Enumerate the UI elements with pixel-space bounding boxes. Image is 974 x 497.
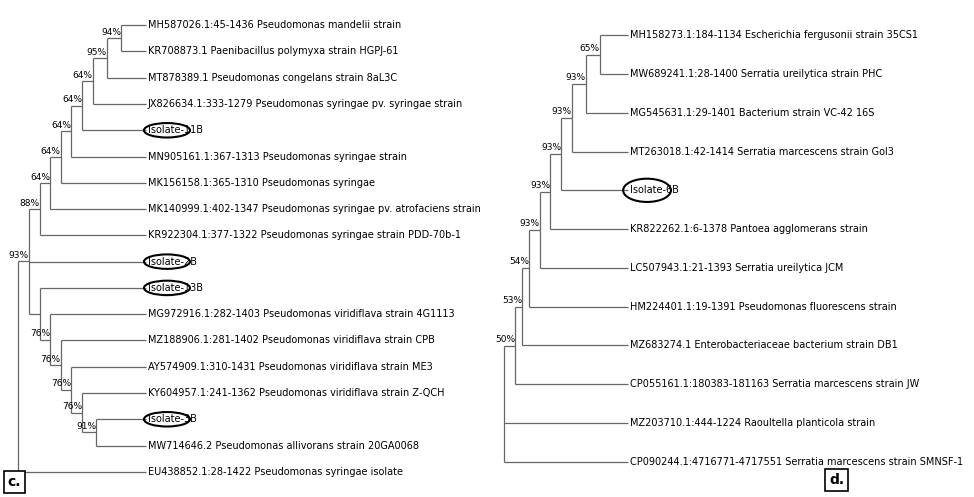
Text: MN905161.1:367-1313 Pseudomonas syringae strain: MN905161.1:367-1313 Pseudomonas syringae… <box>147 152 406 162</box>
Text: MG545631.1:29-1401 Bacterium strain VC-42 16S: MG545631.1:29-1401 Bacterium strain VC-4… <box>630 108 875 118</box>
Text: 91%: 91% <box>76 422 96 431</box>
Text: MW689241.1:28-1400 Serratia ureilytica strain PHC: MW689241.1:28-1400 Serratia ureilytica s… <box>630 69 882 79</box>
Text: 93%: 93% <box>541 143 561 152</box>
Text: 93%: 93% <box>9 251 29 260</box>
Text: Isolate-11B: Isolate-11B <box>147 125 203 135</box>
Text: MZ203710.1:444-1224 Raoultella planticola strain: MZ203710.1:444-1224 Raoultella planticol… <box>630 418 876 428</box>
Text: EU438852.1:28-1422 Pseudomonas syringae isolate: EU438852.1:28-1422 Pseudomonas syringae … <box>147 467 402 477</box>
Text: 95%: 95% <box>87 48 107 57</box>
Text: HM224401.1:19-1391 Pseudomonas fluorescens strain: HM224401.1:19-1391 Pseudomonas fluoresce… <box>630 302 897 312</box>
Text: c.: c. <box>8 475 21 489</box>
Text: MH158273.1:184-1134 Escherichia fergusonii strain 35CS1: MH158273.1:184-1134 Escherichia ferguson… <box>630 30 918 40</box>
Text: MZ188906.1:281-1402 Pseudomonas viridiflava strain CPB: MZ188906.1:281-1402 Pseudomonas viridifl… <box>147 335 434 345</box>
Text: MT263018.1:42-1414 Serratia marcescens strain Gol3: MT263018.1:42-1414 Serratia marcescens s… <box>630 147 894 157</box>
Text: 64%: 64% <box>30 173 51 182</box>
Text: 93%: 93% <box>530 180 550 189</box>
Text: 76%: 76% <box>62 403 82 412</box>
Text: MK156158.1:365-1310 Pseudomonas syringae: MK156158.1:365-1310 Pseudomonas syringae <box>147 178 375 188</box>
Text: KR708873.1 Paenibacillus polymyxa strain HGPJ-61: KR708873.1 Paenibacillus polymyxa strain… <box>147 46 398 57</box>
Text: MG972916.1:282-1403 Pseudomonas viridiflava strain 4G1113: MG972916.1:282-1403 Pseudomonas viridifl… <box>147 309 454 319</box>
Text: 54%: 54% <box>509 257 529 266</box>
Text: 76%: 76% <box>30 330 51 338</box>
Text: 94%: 94% <box>101 28 121 37</box>
Text: 76%: 76% <box>52 379 71 388</box>
Text: 93%: 93% <box>551 107 572 116</box>
Text: 53%: 53% <box>502 296 522 305</box>
Text: 93%: 93% <box>566 73 585 82</box>
Text: KY604957.1:241-1362 Pseudomonas viridiflava strain Z-QCH: KY604957.1:241-1362 Pseudomonas viridifl… <box>147 388 444 398</box>
Text: Isolate-6B: Isolate-6B <box>630 185 679 195</box>
Text: CP055161.1:180383-181163 Serratia marcescens strain JW: CP055161.1:180383-181163 Serratia marces… <box>630 379 919 389</box>
Text: 64%: 64% <box>52 121 71 130</box>
Text: MH587026.1:45-1436 Pseudomonas mandelii strain: MH587026.1:45-1436 Pseudomonas mandelii … <box>147 20 400 30</box>
Text: CP090244.1:4716771-4717551 Serratia marcescens strain SMNSF-1: CP090244.1:4716771-4717551 Serratia marc… <box>630 457 963 467</box>
Text: d.: d. <box>829 473 844 487</box>
Text: MK140999.1:402-1347 Pseudomonas syringae pv. atrofaciens strain: MK140999.1:402-1347 Pseudomonas syringae… <box>147 204 480 214</box>
Text: 64%: 64% <box>41 147 60 156</box>
Text: KR822262.1:6-1378 Pantoea agglomerans strain: KR822262.1:6-1378 Pantoea agglomerans st… <box>630 224 868 234</box>
Text: 50%: 50% <box>495 334 515 343</box>
Text: AY574909.1:310-1431 Pseudomonas viridiflava strain ME3: AY574909.1:310-1431 Pseudomonas viridifl… <box>147 362 432 372</box>
Text: Isolate-3B: Isolate-3B <box>147 414 197 424</box>
Text: 64%: 64% <box>62 95 82 104</box>
Text: MT878389.1 Pseudomonas congelans strain 8aL3C: MT878389.1 Pseudomonas congelans strain … <box>147 73 396 83</box>
Text: Isolate-2B: Isolate-2B <box>147 256 197 266</box>
Text: 76%: 76% <box>41 355 60 364</box>
Text: MW714646.2 Pseudomonas allivorans strain 20GA0068: MW714646.2 Pseudomonas allivorans strain… <box>147 440 419 451</box>
Text: KR922304.1:377-1322 Pseudomonas syringae strain PDD-70b-1: KR922304.1:377-1322 Pseudomonas syringae… <box>147 231 461 241</box>
Text: 65%: 65% <box>580 44 600 53</box>
Text: 64%: 64% <box>73 71 93 80</box>
Text: LC507943.1:21-1393 Serratia ureilytica JCM: LC507943.1:21-1393 Serratia ureilytica J… <box>630 263 843 273</box>
Text: 93%: 93% <box>520 219 540 228</box>
Text: MZ683274.1 Enterobacteriaceae bacterium strain DB1: MZ683274.1 Enterobacteriaceae bacterium … <box>630 340 898 350</box>
Text: 88%: 88% <box>19 199 40 208</box>
Text: Isolate-13B: Isolate-13B <box>147 283 203 293</box>
Text: JX826634.1:333-1279 Pseudomonas syringae pv. syringae strain: JX826634.1:333-1279 Pseudomonas syringae… <box>147 99 463 109</box>
